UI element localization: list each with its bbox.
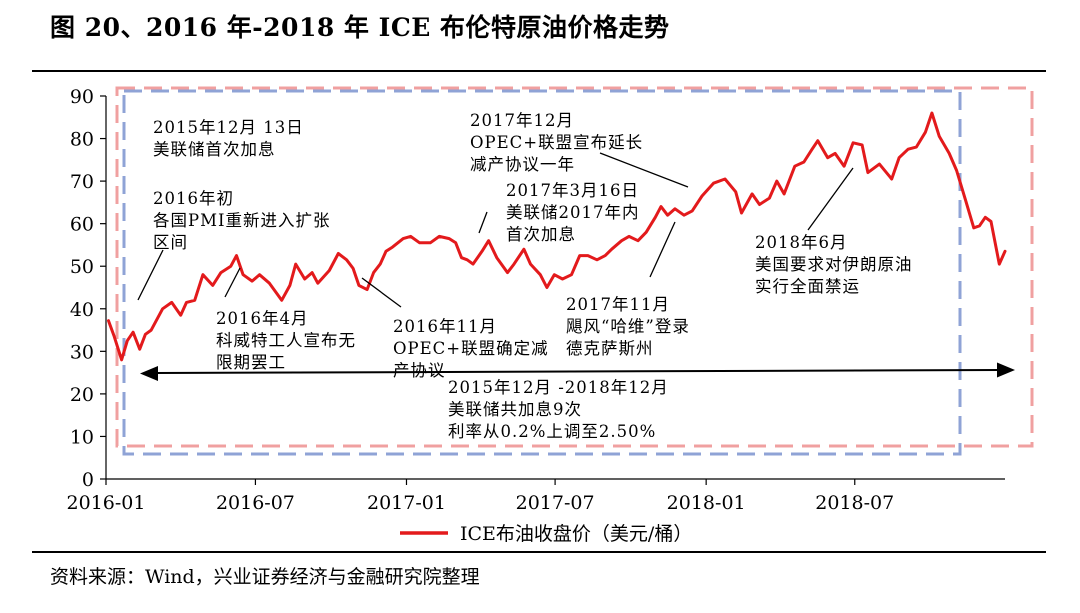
x-tick-label: 2018-07 <box>815 492 894 514</box>
annotation-pointer <box>224 267 241 298</box>
y-tick-label: 40 <box>70 299 94 321</box>
y-tick-label: 90 <box>70 86 94 108</box>
source-note: 资料来源：Wind，兴业证券经济与金融研究院整理 <box>50 566 480 588</box>
annotation-text: 2015年12月 -2018年12月 <box>448 378 669 397</box>
rate-hike-span-arrow <box>140 362 1015 381</box>
annotation-text: 产协议 <box>393 361 446 380</box>
annotation-text: 区间 <box>153 233 188 252</box>
annotation-text: 美联储2017年内 <box>506 203 640 222</box>
span-arrow-right-head <box>997 362 1015 378</box>
annotation-text: 2017年11月 <box>566 295 670 314</box>
annotation-text: OPEC+联盟宣布延长 <box>470 133 643 152</box>
annotation-pointer <box>361 277 402 308</box>
annotation-pointer <box>599 152 689 188</box>
annotation-text: 限期罢工 <box>216 353 286 372</box>
annotation-text: 各国PMI重新进入扩张 <box>153 211 331 230</box>
annotation-text: 美联储首次加息 <box>153 140 276 159</box>
y-tick-label: 50 <box>70 256 94 278</box>
y-tick-label: 60 <box>70 214 94 236</box>
annotation-text: 德克萨斯州 <box>566 339 654 358</box>
annotation-pointer <box>807 167 854 231</box>
bottom-rule <box>32 551 1046 553</box>
blue-dashed-box <box>122 89 962 456</box>
annotation-text: 首次加息 <box>506 225 576 244</box>
x-tick-label: 2018-01 <box>667 492 746 514</box>
annotation-text: OPEC+联盟确定减 <box>393 339 549 358</box>
annotation-pointer <box>478 211 488 234</box>
annotation-text: 2016年11月 <box>393 317 497 336</box>
y-tick-label: 80 <box>70 129 94 151</box>
annotation-text: 飓风“哈维”登录 <box>566 317 690 336</box>
annotation-pointer <box>649 221 676 278</box>
annotation-text: 美国要求对伊朗原油 <box>755 255 913 274</box>
figure-title: 图 20、2016 年-2018 年 ICE 布伦特原油价格走势 <box>50 13 670 42</box>
x-tick-label: 2016-07 <box>216 492 295 514</box>
x-tick-label: 2016-01 <box>67 492 146 514</box>
span-arrow-left-head <box>140 366 158 381</box>
x-tick-label: 2017-01 <box>367 492 446 514</box>
annotation-text: 2017年3月16日 <box>506 181 639 200</box>
annotation-text: 2016年初 <box>153 189 234 208</box>
annotation-text: 2017年12月 <box>470 111 574 130</box>
top-rule <box>32 70 1046 72</box>
annotation-text: 利率从0.2%上调至2.50% <box>448 422 656 441</box>
annotation-text: 减产协议一年 <box>470 155 575 174</box>
pink-dashed-box <box>115 86 1034 448</box>
series-line <box>107 111 1007 362</box>
annotation-text: 实行全面禁运 <box>755 277 860 296</box>
y-tick-label: 30 <box>70 341 94 363</box>
annotation-text: 科威特工人宣布无 <box>216 331 356 350</box>
annotation-text: 2016年4月 <box>216 309 309 328</box>
legend-label: ICE布油收盘价（美元/桶） <box>460 523 692 545</box>
y-tick-label: 70 <box>70 171 94 193</box>
y-tick-label: 20 <box>70 384 94 406</box>
annotation-pointer <box>137 249 164 301</box>
span-arrow-line <box>154 369 1001 374</box>
highlight-boxes <box>115 86 1034 456</box>
annotation-text: 2015年12月 13日 <box>153 118 304 137</box>
x-tick-label: 2017-07 <box>516 492 595 514</box>
chart-axes: 0 10 20 30 40 50 60 70 80 90 2016-01 2016-07 2017-01… <box>67 86 1005 514</box>
annotation-text: 2018年6月 <box>755 233 848 252</box>
chart-legend: ICE布油收盘价（美元/桶） <box>400 523 692 545</box>
y-tick-label: 10 <box>70 426 94 448</box>
price-series <box>107 111 1007 362</box>
y-tick-label: 0 <box>82 469 94 491</box>
annotation-text: 美联储共加息9次 <box>448 400 582 419</box>
